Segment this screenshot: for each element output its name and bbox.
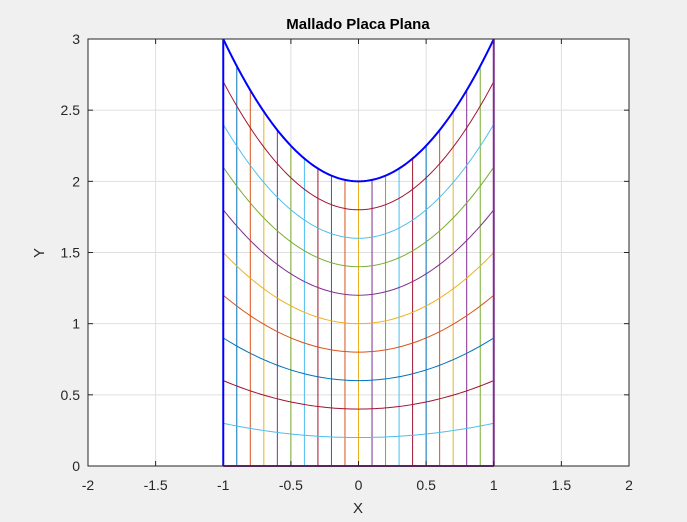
x-tick-label: -2 xyxy=(82,477,95,493)
chart-title: Mallado Placa Plana xyxy=(286,16,430,33)
x-tick-label: 1.5 xyxy=(552,477,572,493)
x-tick-label: 1 xyxy=(490,477,498,493)
x-tick-label: -1.5 xyxy=(144,477,168,493)
x-axis-label: X xyxy=(353,500,363,517)
x-tick-label: 0.5 xyxy=(416,477,436,493)
y-tick-label: 3 xyxy=(72,31,80,47)
y-tick-label: 1.5 xyxy=(61,245,81,261)
mesh-curve xyxy=(222,166,495,268)
mesh-curve xyxy=(222,294,495,353)
mesh-curve xyxy=(222,252,495,325)
y-axis-label: Y xyxy=(31,248,48,258)
mesh-curve xyxy=(222,209,495,296)
x-tick-label: -0.5 xyxy=(279,477,303,493)
x-tick-label: -1 xyxy=(217,477,230,493)
y-tick-label: 0.5 xyxy=(61,387,81,403)
mesh-curve xyxy=(222,124,495,239)
y-tick-label: 2.5 xyxy=(61,102,81,118)
x-tick-label: 0 xyxy=(355,477,363,493)
y-tick-label: 2 xyxy=(72,173,80,189)
x-tick-label: 2 xyxy=(625,477,633,493)
mesh-lines xyxy=(222,66,495,466)
mesh-curve xyxy=(222,337,495,382)
mesh-curve xyxy=(223,380,494,410)
x-ticks: -2 -1.5 -1 -0.5 0 0.5 1 1.5 2 xyxy=(82,39,633,493)
mesh-curve xyxy=(223,422,494,439)
y-tick-label: 1 xyxy=(72,316,80,332)
mesh-curve xyxy=(222,81,495,211)
boundary-top-curve xyxy=(222,38,495,183)
y-tick-label: 0 xyxy=(72,458,80,474)
y-ticks: 0 0.5 1 1.5 2 2.5 3 xyxy=(61,31,629,474)
